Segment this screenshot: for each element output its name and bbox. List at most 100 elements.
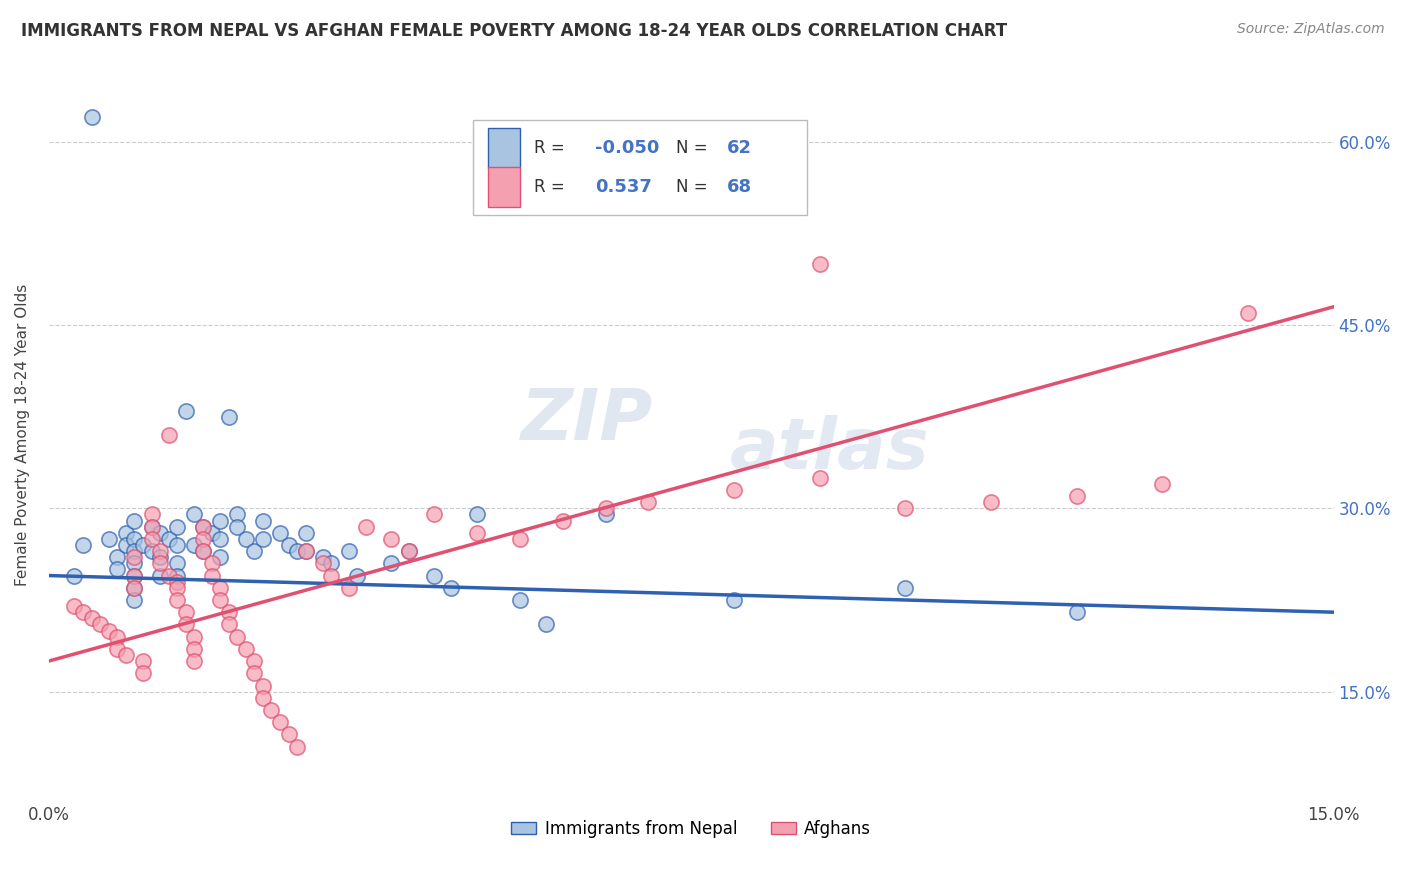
Point	[80, 611, 103, 625]
Point	[1237, 306, 1260, 320]
Point	[141, 532, 163, 546]
Legend: Immigrants from Nepal, Afghans: Immigrants from Nepal, Afghans	[505, 814, 877, 845]
Point	[637, 495, 659, 509]
Point	[124, 532, 146, 546]
Point	[209, 532, 232, 546]
Point	[115, 538, 138, 552]
Point	[141, 519, 163, 533]
Point	[141, 508, 163, 522]
Point	[277, 538, 299, 552]
Point	[294, 544, 316, 558]
Point	[157, 532, 180, 546]
Point	[105, 562, 128, 576]
Point	[200, 557, 222, 571]
Point	[269, 525, 291, 540]
Text: N =: N =	[676, 178, 713, 196]
Point	[89, 617, 111, 632]
Point	[191, 544, 214, 558]
Point	[209, 514, 232, 528]
Point	[166, 557, 188, 571]
Point	[321, 568, 343, 582]
Point	[551, 514, 574, 528]
Point	[124, 544, 146, 558]
Point	[423, 568, 446, 582]
Point	[808, 471, 831, 485]
Point	[252, 532, 274, 546]
Text: -0.050: -0.050	[595, 138, 659, 157]
Point	[509, 593, 531, 607]
Point	[166, 581, 188, 595]
Point	[723, 593, 745, 607]
Point	[141, 519, 163, 533]
Point	[149, 550, 172, 565]
Point	[398, 544, 420, 558]
Point	[252, 679, 274, 693]
Point	[252, 690, 274, 705]
Point	[191, 532, 214, 546]
Point	[115, 525, 138, 540]
Point	[509, 532, 531, 546]
Bar	[488, 167, 520, 208]
Point	[465, 525, 488, 540]
Point	[132, 666, 155, 681]
Text: IMMIGRANTS FROM NEPAL VS AFGHAN FEMALE POVERTY AMONG 18-24 YEAR OLDS CORRELATION: IMMIGRANTS FROM NEPAL VS AFGHAN FEMALE P…	[21, 22, 1007, 40]
Point	[72, 538, 94, 552]
Point	[209, 581, 232, 595]
Point	[141, 544, 163, 558]
Point	[218, 605, 240, 619]
Point	[149, 557, 172, 571]
Point	[174, 403, 197, 417]
Point	[166, 593, 188, 607]
Point	[1066, 605, 1088, 619]
Point	[183, 508, 205, 522]
Point	[200, 568, 222, 582]
Point	[191, 544, 214, 558]
Point	[124, 581, 146, 595]
Y-axis label: Female Poverty Among 18-24 Year Olds: Female Poverty Among 18-24 Year Olds	[15, 284, 30, 586]
Point	[337, 544, 360, 558]
Point	[243, 666, 266, 681]
Text: Source: ZipAtlas.com: Source: ZipAtlas.com	[1237, 22, 1385, 37]
Point	[105, 550, 128, 565]
Point	[808, 257, 831, 271]
Point	[63, 599, 86, 613]
Point	[894, 581, 917, 595]
Point	[337, 581, 360, 595]
Point	[312, 550, 335, 565]
Point	[235, 641, 257, 656]
Point	[149, 525, 172, 540]
Point	[80, 111, 103, 125]
Point	[380, 532, 402, 546]
Point	[243, 654, 266, 668]
Point	[166, 538, 188, 552]
Point	[105, 630, 128, 644]
Point	[124, 514, 146, 528]
Point	[97, 532, 120, 546]
Point	[398, 544, 420, 558]
Bar	[488, 128, 520, 168]
Point	[191, 519, 214, 533]
Point	[226, 519, 249, 533]
Point	[183, 654, 205, 668]
Point	[277, 727, 299, 741]
Point	[260, 703, 283, 717]
Point	[183, 630, 205, 644]
Text: 62: 62	[727, 138, 752, 157]
Point	[132, 538, 155, 552]
Point	[124, 593, 146, 607]
Point	[157, 428, 180, 442]
Point	[465, 508, 488, 522]
Text: R =: R =	[534, 138, 571, 157]
Point	[285, 739, 308, 754]
Point	[200, 525, 222, 540]
Point	[218, 617, 240, 632]
Point	[252, 514, 274, 528]
Point	[440, 581, 463, 595]
Text: ZIP: ZIP	[520, 386, 652, 455]
Point	[124, 550, 146, 565]
Point	[218, 409, 240, 424]
Point	[124, 581, 146, 595]
Point	[723, 483, 745, 497]
Point	[149, 568, 172, 582]
Point	[124, 568, 146, 582]
